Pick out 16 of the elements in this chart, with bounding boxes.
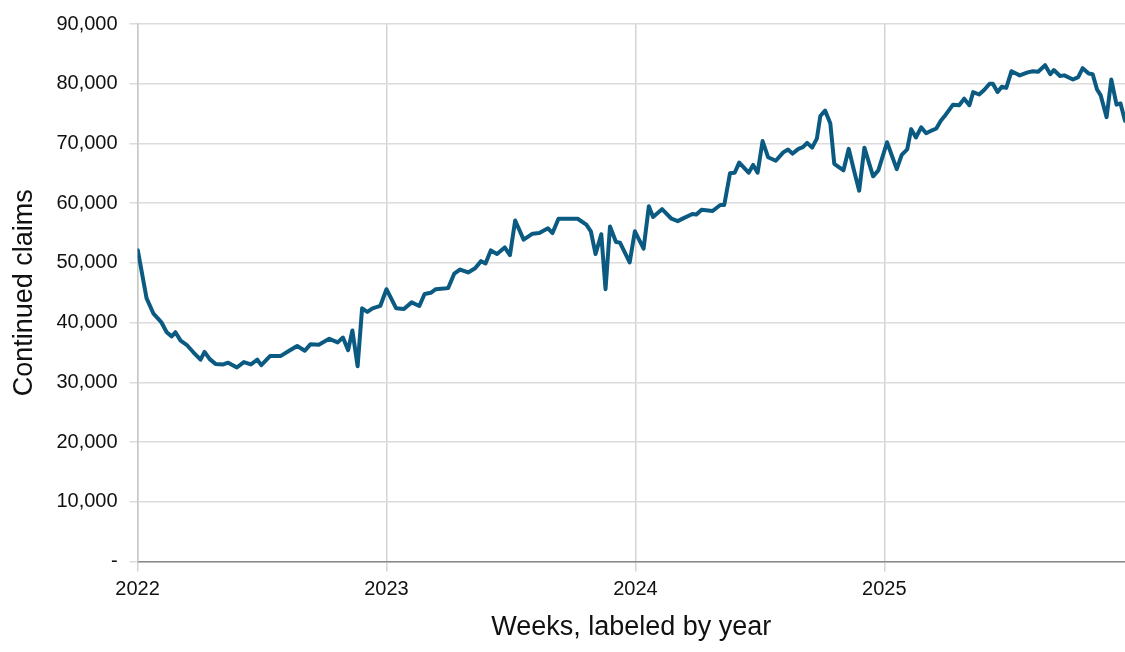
x-tick-label: 2024	[613, 577, 658, 600]
x-axis-title: Weeks, labeled by year	[491, 611, 772, 642]
y-tick-label: 60,000	[56, 190, 118, 213]
y-tick-label: 70,000	[56, 130, 118, 153]
x-tick-label: 2023	[364, 577, 409, 600]
y-tick-label: -	[110, 549, 118, 572]
y-tick-label: 20,000	[56, 429, 118, 452]
y-tick-label: 50,000	[56, 250, 118, 273]
x-tick-label: 2022	[115, 577, 160, 600]
y-axis-title: Continued claims	[7, 189, 38, 397]
y-tick-label: 40,000	[56, 310, 118, 333]
x-tick-label: 2025	[862, 577, 907, 600]
y-tick-label: 30,000	[56, 369, 118, 392]
y-tick-label: 80,000	[56, 71, 118, 94]
y-tick-label: 10,000	[56, 489, 118, 512]
y-tick-label: 90,000	[56, 11, 118, 34]
